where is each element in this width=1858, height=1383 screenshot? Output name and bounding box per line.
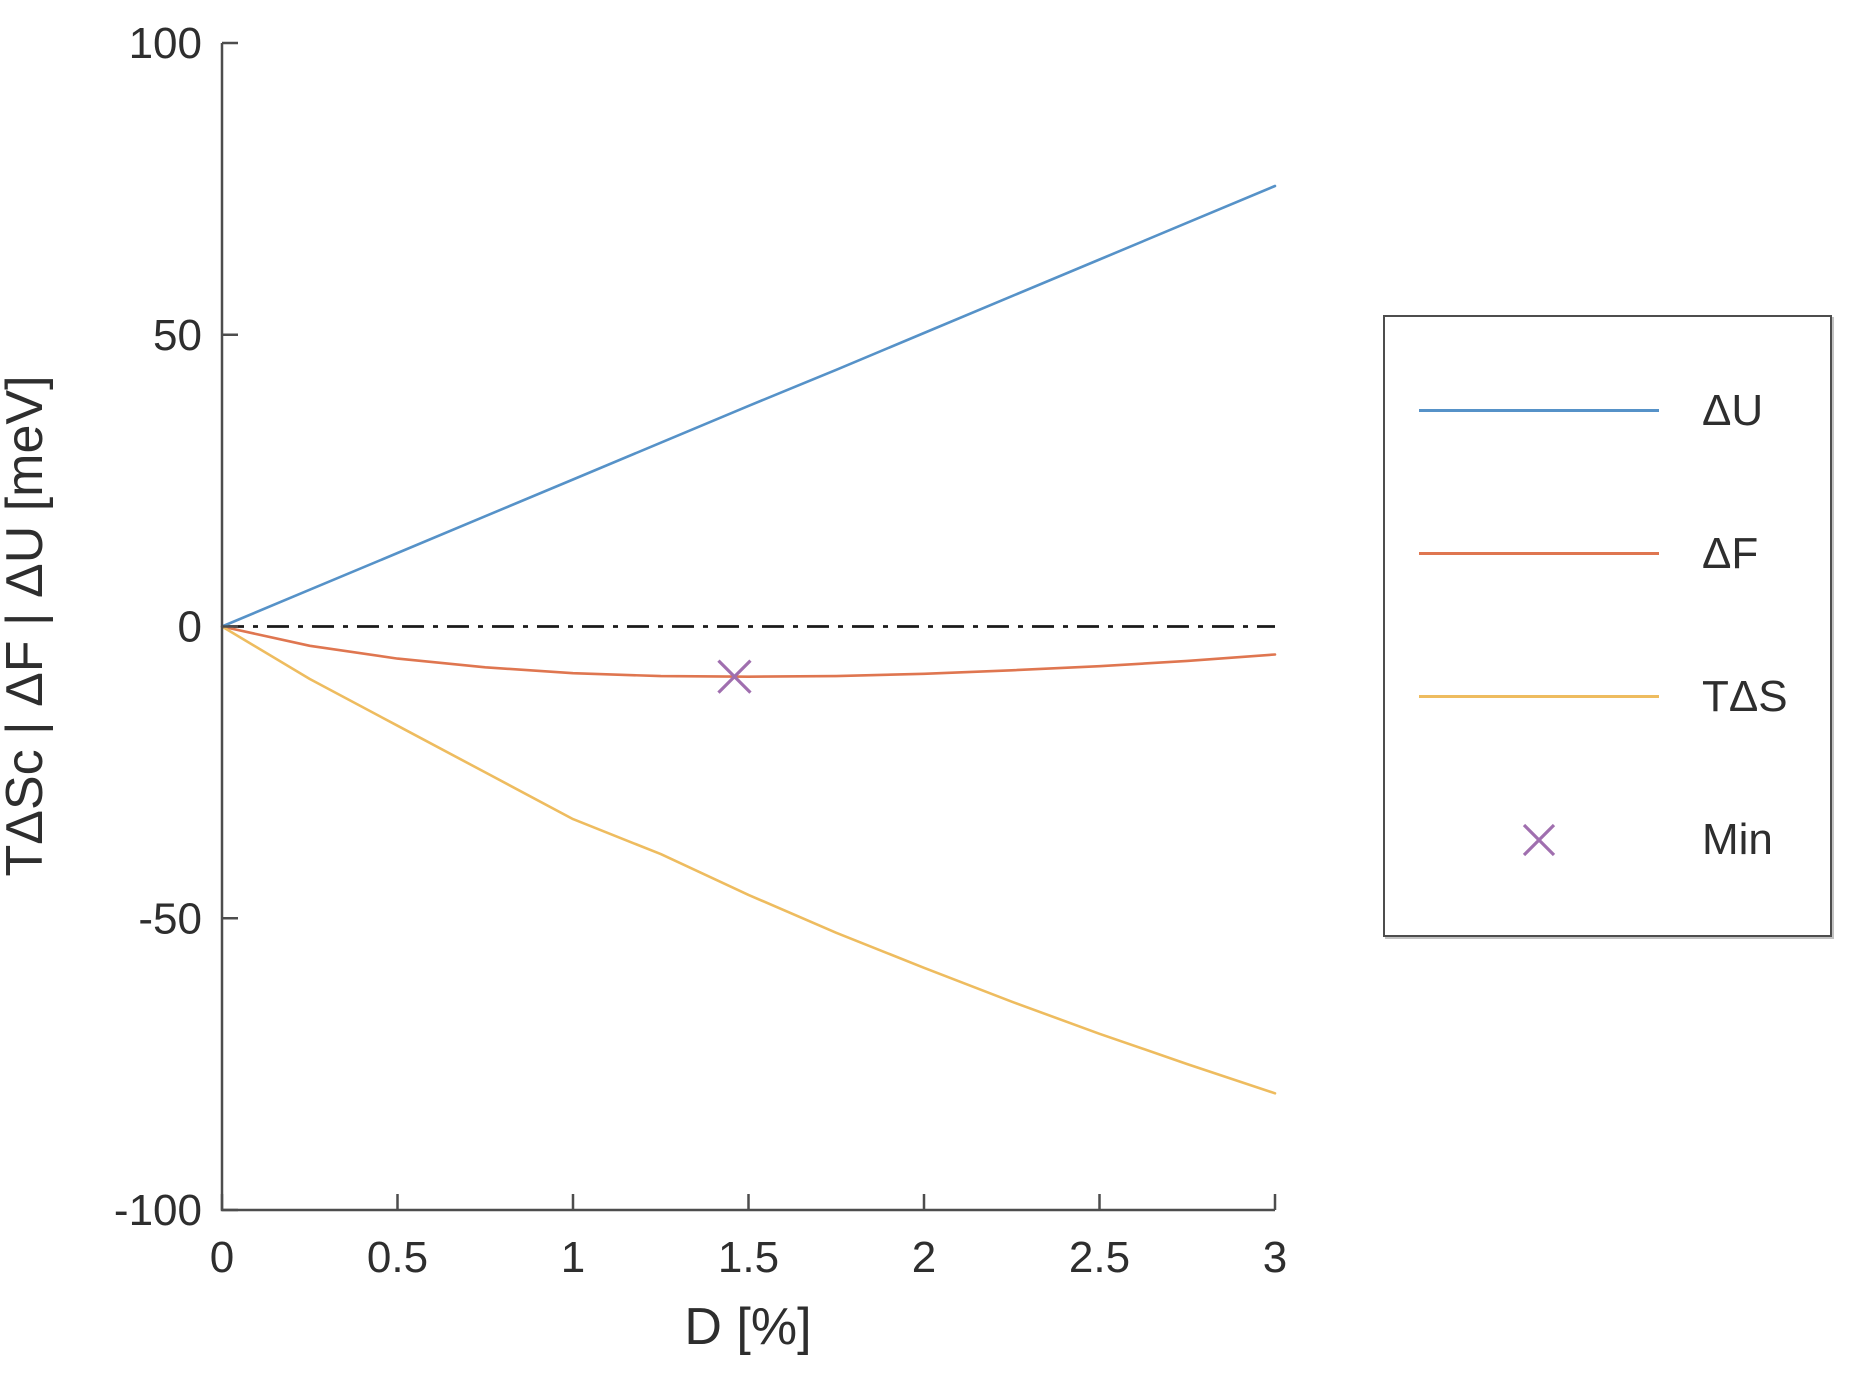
legend-box: ΔU ΔF TΔS Min [1383, 315, 1832, 937]
x-axis-label: D [%] [684, 1298, 811, 1356]
series-line-3 [220, 625, 1277, 1095]
y-tick-label: -100 [114, 1186, 202, 1235]
legend-entry: ΔF [1385, 482, 1830, 625]
x-tick-label: 0.5 [367, 1233, 428, 1282]
y-tick-label: 100 [129, 19, 202, 68]
series-line-2 [220, 625, 1277, 679]
y-axis-label: TΔSc | ΔF | ΔU [meV] [0, 375, 54, 876]
legend-entry: Min [1385, 768, 1830, 911]
legend-line [1419, 552, 1659, 555]
legend-line-swatch [1419, 409, 1659, 412]
x-marker-glyph [1522, 823, 1556, 856]
y-tick-label: 0 [178, 603, 202, 652]
legend-entry: ΔU [1385, 339, 1830, 482]
legend-entry: TΔS [1385, 625, 1830, 768]
legend-entry-label: TΔS [1702, 671, 1788, 721]
legend-line [1419, 409, 1659, 412]
legend-line [1419, 695, 1659, 698]
x-tick-label: 3 [1263, 1233, 1287, 1282]
x-tick-label: 2 [912, 1233, 936, 1282]
legend-line-swatch [1419, 695, 1659, 698]
x-tick-label: 0 [210, 1233, 234, 1282]
legend-line-swatch [1419, 552, 1659, 555]
x-tick-label: 1 [561, 1233, 585, 1282]
min-x-marker [717, 659, 752, 694]
legend-entry-label: ΔF [1702, 528, 1759, 578]
y-tick-label: 50 [153, 311, 202, 360]
legend-x-marker-icon [1419, 818, 1659, 862]
x-tick-label: 2.5 [1069, 1233, 1130, 1282]
y-tick-label: -50 [138, 894, 202, 943]
x-tick-label: 1.5 [718, 1233, 779, 1282]
series-line-1 [220, 184, 1277, 628]
legend-entry-label: Min [1702, 814, 1773, 864]
legend-entry-label: ΔU [1702, 385, 1764, 435]
